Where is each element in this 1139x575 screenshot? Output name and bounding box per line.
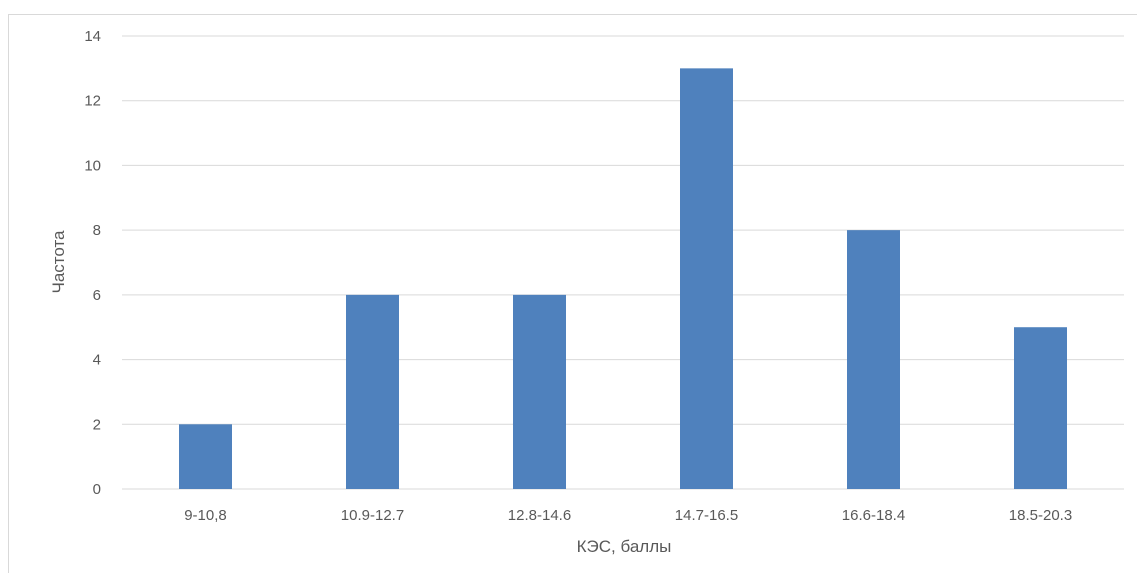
y-tick-label: 4 — [93, 352, 101, 369]
x-axis-title: КЭС, баллы — [577, 537, 672, 556]
x-tick-label: 14.7-16.5 — [675, 507, 738, 524]
bar — [346, 294, 399, 489]
bar — [1014, 327, 1067, 489]
bar — [179, 424, 232, 489]
x-tick-labels: 9-10,8 10.9-12.7 12.8-14.6 14.7-16.5 16.6-18… — [184, 507, 1072, 524]
y-tick-label: 2 — [93, 416, 101, 433]
bar — [847, 230, 900, 489]
y-tick-label: 8 — [93, 222, 101, 239]
x-tick-label: 18.5-20.3 — [1009, 507, 1072, 524]
y-tick-label: 6 — [93, 287, 101, 304]
x-tick-label: 16.6-18.4 — [842, 507, 905, 524]
x-tick-label: 10.9-12.7 — [341, 507, 404, 524]
bar — [513, 294, 566, 489]
chart-frame — [8, 14, 1137, 573]
y-tick-labels: 0 2 4 6 8 10 12 14 — [84, 28, 101, 498]
x-tick-label: 9-10,8 — [184, 507, 227, 524]
bars — [179, 68, 1067, 489]
y-tick-label: 12 — [84, 93, 101, 110]
y-tick-label: 0 — [93, 481, 101, 498]
y-axis-title: Частота — [49, 230, 68, 294]
y-tick-label: 10 — [84, 157, 101, 174]
gridlines — [122, 35, 1124, 490]
y-tick-label: 14 — [84, 28, 101, 45]
x-tick-label: 12.8-14.6 — [508, 507, 571, 524]
bar — [680, 68, 733, 489]
